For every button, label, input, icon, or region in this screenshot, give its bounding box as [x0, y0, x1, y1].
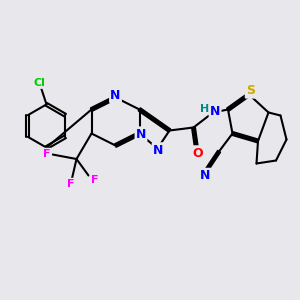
Text: N: N: [136, 128, 146, 141]
Text: O: O: [193, 146, 203, 160]
Text: F: F: [67, 179, 74, 189]
Text: F: F: [44, 149, 51, 159]
Text: S: S: [246, 84, 255, 98]
Text: N: N: [200, 169, 211, 182]
Text: N: N: [210, 105, 220, 118]
Text: N: N: [110, 89, 121, 102]
Text: N: N: [153, 143, 163, 157]
Text: H: H: [200, 104, 209, 114]
Text: F: F: [91, 175, 98, 185]
Text: Cl: Cl: [33, 78, 45, 88]
